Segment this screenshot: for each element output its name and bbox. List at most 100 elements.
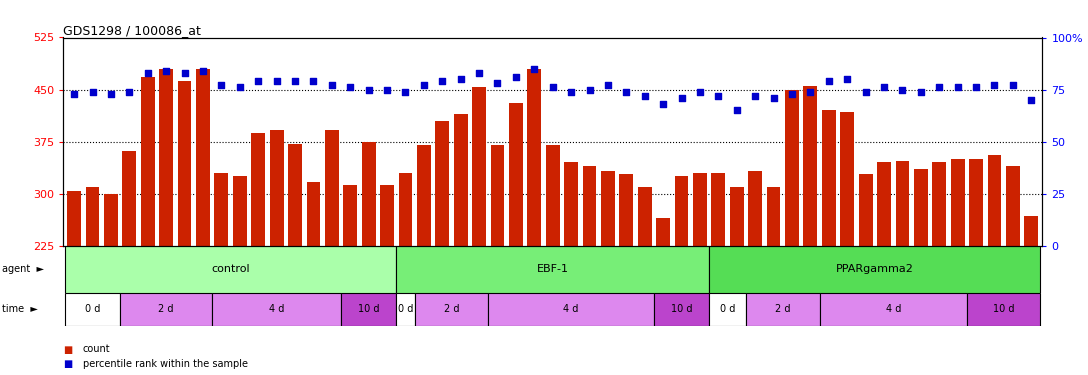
Bar [86, 187, 99, 246]
Text: ■: ■ [63, 345, 73, 354]
Bar [307, 182, 320, 246]
Bar [638, 187, 652, 246]
Bar [821, 110, 836, 246]
Bar [65, 292, 120, 326]
Text: count: count [83, 345, 110, 354]
Bar [1025, 216, 1038, 246]
Bar [435, 121, 449, 246]
Bar [858, 174, 873, 246]
Point [212, 82, 230, 88]
Text: control: control [211, 264, 250, 274]
Point [121, 88, 138, 94]
Bar [709, 246, 1040, 292]
Text: percentile rank within the sample: percentile rank within the sample [83, 359, 248, 369]
Bar [415, 292, 489, 326]
Point [268, 78, 285, 84]
Bar [233, 176, 247, 246]
Bar [159, 69, 173, 246]
Bar [417, 145, 431, 246]
Bar [472, 87, 486, 246]
Point [158, 68, 175, 74]
Point [655, 101, 672, 107]
Text: 2 d: 2 d [159, 304, 174, 314]
Point [102, 91, 120, 97]
Bar [895, 161, 910, 246]
Point [342, 84, 359, 90]
Point [709, 93, 727, 99]
Bar [104, 194, 118, 246]
Bar [398, 173, 412, 246]
Point [360, 87, 378, 93]
Bar [123, 151, 136, 246]
Point [912, 88, 929, 94]
Point [452, 76, 469, 82]
Point [470, 70, 487, 76]
Bar [288, 144, 302, 246]
Bar [730, 187, 744, 246]
Point [765, 95, 782, 101]
Point [65, 91, 83, 97]
Point [305, 78, 322, 84]
Bar [196, 69, 210, 246]
Point [249, 78, 267, 84]
Point [286, 78, 304, 84]
Text: 10 d: 10 d [671, 304, 692, 314]
Point [986, 82, 1003, 88]
Point [893, 87, 911, 93]
Bar [601, 171, 615, 246]
Bar [709, 292, 746, 326]
Bar [489, 292, 654, 326]
Bar [988, 155, 1001, 246]
Bar [380, 185, 394, 246]
Text: 0 d: 0 d [720, 304, 735, 314]
Bar [693, 173, 707, 246]
Point [176, 70, 194, 76]
Point [728, 107, 745, 113]
Bar [528, 69, 541, 246]
Point [581, 87, 598, 93]
Bar [251, 132, 265, 246]
Text: 10 d: 10 d [993, 304, 1014, 314]
Bar [120, 292, 212, 326]
Point [636, 93, 654, 99]
Point [379, 87, 396, 93]
Point [802, 88, 819, 94]
Point [876, 84, 893, 90]
Text: PPARgamma2: PPARgamma2 [836, 264, 914, 274]
Point [323, 82, 341, 88]
Point [416, 82, 433, 88]
Point [544, 84, 561, 90]
Bar [270, 130, 284, 246]
Bar [712, 173, 726, 246]
Bar [767, 187, 780, 246]
Bar [619, 174, 633, 246]
Bar [819, 292, 967, 326]
Bar [140, 77, 154, 246]
Text: 4 d: 4 d [564, 304, 579, 314]
Point [433, 78, 450, 84]
Bar [951, 159, 965, 246]
Point [507, 74, 524, 80]
Bar [454, 114, 468, 246]
Bar [361, 142, 375, 246]
Point [599, 82, 617, 88]
Point [618, 88, 635, 94]
Text: time  ►: time ► [2, 304, 38, 314]
Point [746, 93, 764, 99]
Bar [803, 86, 817, 246]
Point [967, 84, 985, 90]
Bar [786, 90, 799, 246]
Bar [491, 145, 505, 246]
Point [397, 88, 415, 94]
Bar [67, 191, 81, 246]
Bar [546, 145, 559, 246]
Text: 4 d: 4 d [269, 304, 284, 314]
Point [820, 78, 838, 84]
Bar [565, 162, 578, 246]
Bar [656, 218, 670, 246]
Bar [396, 292, 415, 326]
Text: 2 d: 2 d [775, 304, 791, 314]
Point [672, 95, 690, 101]
Point [949, 84, 966, 90]
Text: ■: ■ [63, 359, 73, 369]
